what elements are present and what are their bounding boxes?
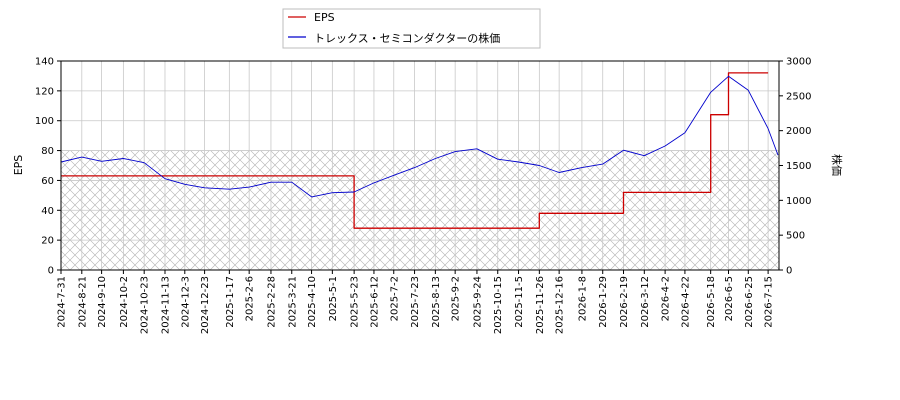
series-layer	[61, 72, 779, 229]
x-tick-label: 2025-10-15	[493, 276, 504, 334]
x-tick-label: 2025-9-2	[451, 276, 462, 321]
x-tick-label: 2024-7-31	[57, 276, 68, 328]
x-tick-label: 2026-7-15	[764, 276, 775, 328]
left-tick-label: 80	[41, 146, 54, 157]
left-tick-label: 120	[35, 86, 54, 97]
x-tick-label: 2024-9-10	[97, 276, 108, 328]
x-tick-label: 2025-9-24	[472, 276, 483, 328]
left-tick-label: 140	[35, 57, 54, 68]
x-tick-label: 2026-2-19	[619, 276, 630, 328]
x-tick-label: 2026-1-29	[598, 276, 609, 328]
x-tick-label: 2024-12-23	[200, 276, 211, 334]
x-tick-label: 2025-7-2	[389, 276, 400, 321]
right-tick-label: 500	[786, 231, 805, 242]
x-tick-label: 2025-12-16	[555, 276, 566, 334]
legend-label-stock-price: トレックス・セミコンダクターの株価	[314, 31, 500, 45]
x-tick-label: 2024-11-13	[160, 276, 171, 334]
x-tick-label: 2025-6-12	[369, 276, 380, 328]
x-tick-label: 2024-10-23	[140, 276, 151, 334]
right-tick-label: 1500	[786, 161, 811, 172]
x-tick-label: 2026-6-5	[724, 276, 735, 321]
x-tick-label: 2024-12-3	[180, 276, 191, 328]
right-axis-ticks: 0 500 1000 1500 2000 2500 3000	[779, 57, 811, 277]
x-tick-label: 2024-10-2	[119, 276, 130, 328]
x-tick-label: 2025-11-26	[535, 276, 546, 334]
x-tick-label: 2025-5-23	[350, 276, 361, 328]
x-tick-label: 2025-4-10	[307, 276, 318, 328]
left-tick-label: 60	[41, 176, 54, 187]
x-tick-label: 2025-2-28	[266, 276, 277, 328]
right-tick-label: 2000	[786, 126, 811, 137]
x-tick-label: 2025-5-1	[328, 276, 339, 321]
x-tick-label: 2025-11-5	[514, 276, 525, 328]
x-tick-label: 2026-6-25	[744, 276, 755, 328]
series-line-eps	[61, 72, 769, 229]
x-tick-label: 2026-1-8	[577, 276, 588, 321]
legend-box	[282, 8, 541, 49]
legend: EPS トレックス・セミコンダクターの株価	[282, 8, 541, 49]
left-axis-title: EPS	[12, 155, 25, 176]
right-tick-label: 2500	[786, 91, 811, 102]
series-line-stock-price	[61, 75, 779, 198]
right-tick-label: 1000	[786, 196, 811, 207]
left-tick-label: 20	[41, 236, 54, 247]
x-tick-label: 2025-1-17	[225, 276, 236, 328]
x-tick-label: 2025-7-23	[410, 276, 421, 328]
x-axis-ticks: 2024-7-31 2024-8-21 2024-9-10 2024-10-2 2024…	[57, 270, 775, 334]
x-tick-label: 2026-4-2	[661, 276, 672, 321]
x-tick-label: 2026-5-18	[706, 276, 717, 328]
x-tick-label: 2026-3-12	[640, 276, 651, 328]
left-axis-ticks: 0 20 40 60 80 100 120 140	[35, 57, 61, 277]
x-tick-label: 2024-8-21	[77, 276, 88, 328]
left-tick-label: 0	[48, 266, 54, 277]
left-tick-label: 100	[35, 116, 54, 127]
left-tick-label: 40	[41, 206, 54, 217]
legend-label-eps: EPS	[314, 11, 335, 24]
x-tick-label: 2025-3-21	[287, 276, 298, 328]
right-tick-label: 3000	[786, 57, 811, 68]
x-tick-label: 2026-4-22	[680, 276, 691, 328]
right-tick-label: 0	[786, 266, 792, 277]
x-tick-label: 2025-2-6	[245, 276, 256, 321]
x-tick-label: 2025-8-13	[431, 276, 442, 328]
right-axis-title: 株価	[830, 154, 844, 176]
